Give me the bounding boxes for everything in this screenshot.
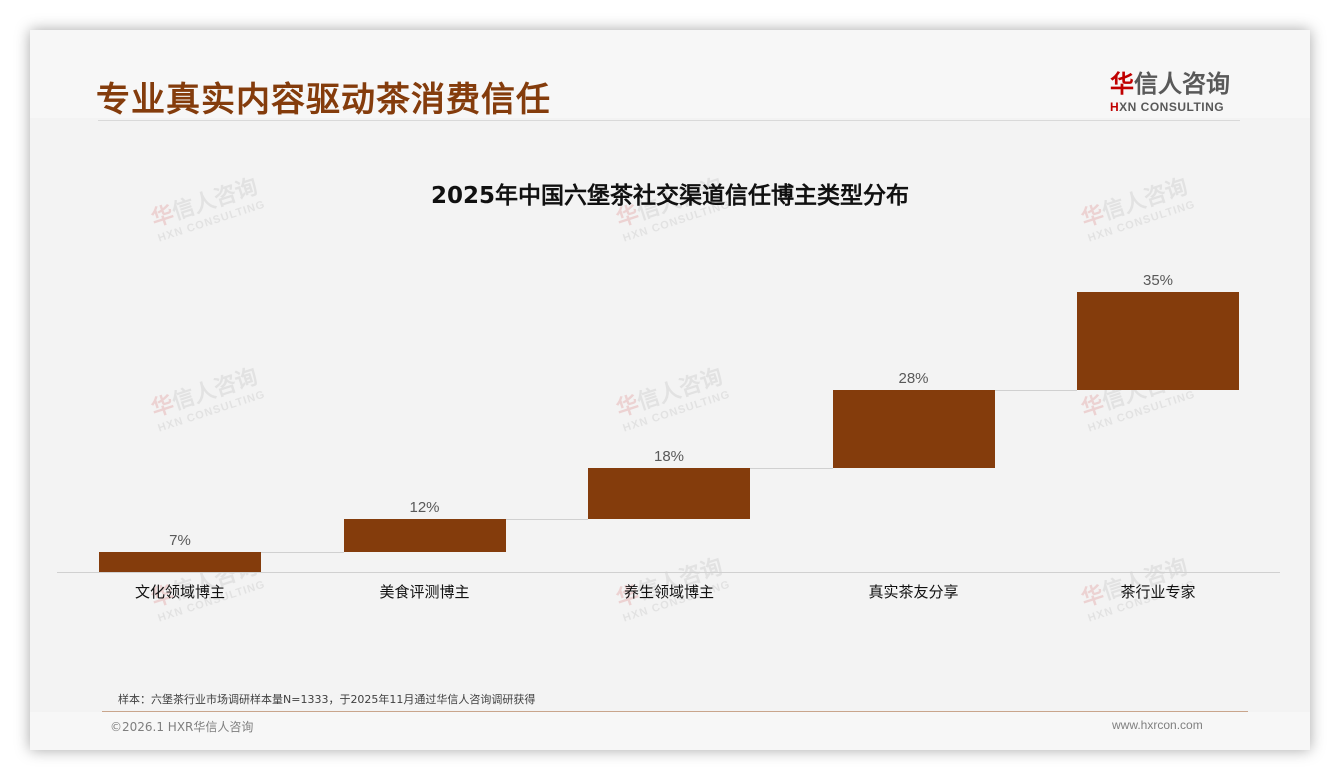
copyright: ©2026.1 HXR华信人咨询 [110,720,254,734]
website-link[interactable]: www.hxrcon.com [1112,718,1203,732]
connector-line [994,390,1077,391]
footer-band [30,712,1310,750]
footer-divider [102,711,1248,712]
chart-title: 2025年中国六堡茶社交渠道信任博主类型分布 [430,183,909,209]
bar-value-label: 18% [653,448,685,466]
logo-en: HXN CONSULTING [1110,100,1240,114]
bar-value-label: 12% [409,498,440,516]
logo-en-rest: XN CONSULTING [1119,100,1225,114]
logo-en-highlight: H [1110,100,1120,114]
connector-line [505,518,588,520]
bar-value-label: 7% [169,532,191,550]
bar-value-label: 28% [898,370,929,387]
connector-line [261,552,344,554]
slide: 专业真实内容驱动茶消费信任 华信人咨询 HXN CONSULTING 华信人咨询… [30,30,1310,750]
category-label: 真实茶友分享 [868,583,959,601]
category-label: 美食评测博主 [379,583,470,601]
category-label: 文化领域博主 [134,583,225,601]
bar [588,468,750,519]
x-axis-line [57,572,1280,573]
logo-cn-highlight: 华 [1110,70,1134,98]
page-title: 专业真实内容驱动茶消费信任 [96,80,551,120]
company-logo: 华信人咨询 HXN CONSULTING [1110,64,1240,114]
category-label: 茶行业专家 [1120,583,1196,601]
connector-line [750,468,833,470]
logo-cn: 华信人咨询 [1110,64,1240,99]
bar [99,552,261,572]
waterfall-chart: 7% 文化领域博主 12% 美食评测博主 18% 养生领域博主 28% 真实茶友分享 35% 茶行… [30,30,1310,750]
sample-footnote: 样本：六堡茶行业市场调研样本量N=1333，于2025年11月通过华信人咨询调研… [118,693,536,706]
bar [343,518,506,553]
header-divider [98,120,1240,121]
bar [1077,292,1239,390]
bar-value-label: 35% [1142,272,1174,289]
bar [832,390,995,469]
logo-cn-rest: 信人咨询 [1134,70,1230,98]
category-label: 养生领域博主 [623,583,714,601]
header-band [30,30,1310,118]
